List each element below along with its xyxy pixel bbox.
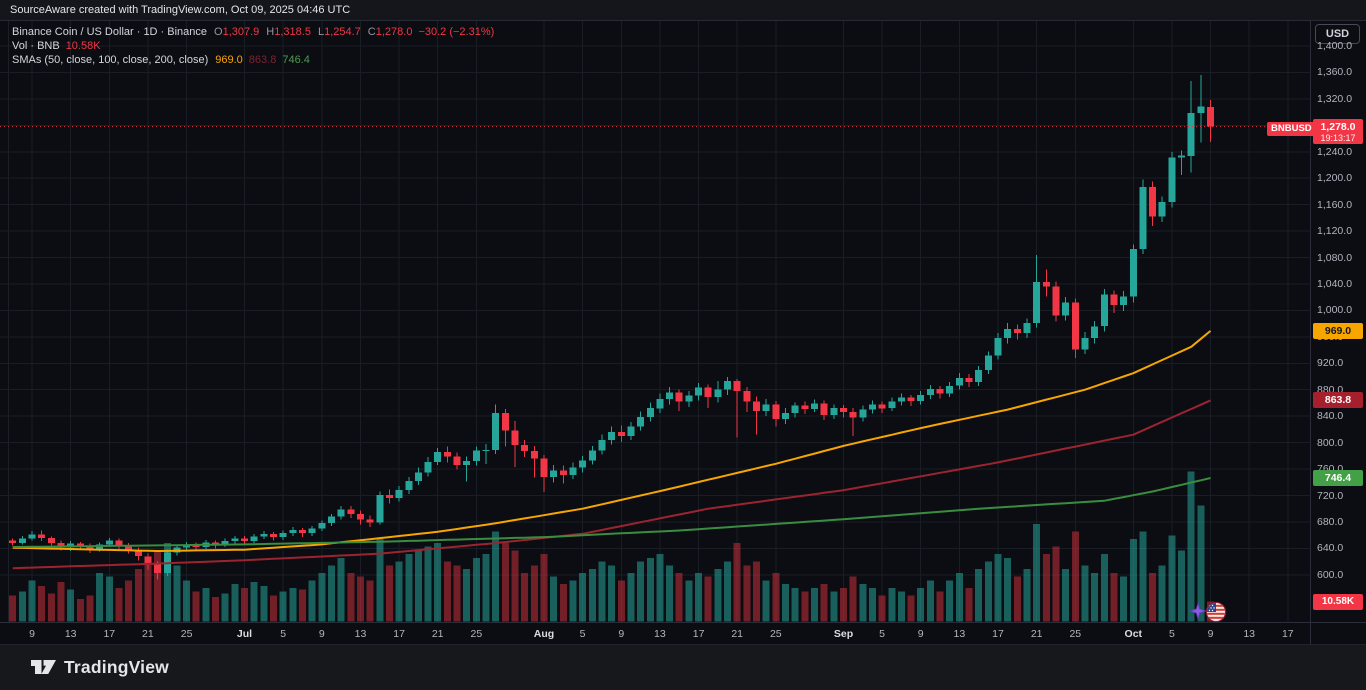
price-axis-label: 840.0	[1317, 410, 1344, 423]
bar-countdown: 19:13:17	[1320, 132, 1356, 143]
time-axis-day-label: 5	[1168, 628, 1175, 640]
price-axis-label: 640.0	[1317, 542, 1344, 555]
time-axis-day-label: 25	[1069, 628, 1082, 640]
time-axis-day-label: 13	[654, 628, 666, 640]
time-axis-day-label: 9	[618, 628, 625, 640]
sma100-price-badge: 863.8	[1313, 392, 1363, 409]
price-axis-label: 1,320.0	[1317, 92, 1353, 105]
price-axis-label: 1,240.0	[1317, 145, 1353, 158]
time-axis-day-label: 21	[731, 628, 744, 640]
time-axis-day-label: 25	[180, 628, 193, 640]
axis-corner	[1310, 623, 1366, 646]
time-axis-day-label: 13	[1243, 628, 1256, 640]
sma200-line	[12, 477, 1211, 548]
change-value: −30.2 (−2.31%)	[418, 26, 495, 38]
sma50-line	[12, 330, 1212, 552]
time-axis-day-label: 17	[992, 628, 1004, 640]
candles	[9, 75, 1214, 580]
time-axis-day-label: 17	[1281, 628, 1294, 640]
legend-sma-row[interactable]: SMAs (50, close, 100, close, 200, close)…	[12, 53, 494, 67]
time-axis-day-label: 25	[769, 628, 782, 640]
time-axis-month-label: Aug	[533, 628, 555, 640]
sma200-price-badge: 746.4	[1313, 470, 1363, 486]
tradingview-logo[interactable]: TradingView	[30, 655, 169, 679]
volume-bars	[9, 471, 1214, 622]
price-axis-label: 680.0	[1317, 515, 1344, 528]
legend-symbol-row[interactable]: Binance Coin / US Dollar · 1D · Binance O…	[12, 25, 494, 39]
last-price-value: 1,278.0	[1320, 120, 1356, 133]
time-axis-day-label: 5	[579, 628, 586, 640]
tradingview-logo-text: TradingView	[64, 656, 169, 677]
high-label: H	[266, 26, 275, 38]
volume-label: Vol · BNB	[12, 40, 60, 52]
time-axis-day-label: 25	[470, 628, 483, 640]
time-axis-day-label: 21	[431, 628, 444, 640]
time-axis-day-label: 13	[64, 628, 77, 640]
us-flag-emoji-icon	[1204, 600, 1228, 629]
sma200-value: 746.4	[282, 54, 310, 66]
volume-badge: 10.58K	[1313, 593, 1363, 610]
footer-bar: TradingView	[0, 645, 1366, 690]
price-axis-label: 1,200.0	[1317, 172, 1353, 185]
attribution-bar: SourceAware created with TradingView.com…	[0, 0, 1366, 21]
smas-label: SMAs (50, close, 100, close, 200, close)	[12, 54, 209, 66]
low-value: 1,254.7	[324, 26, 361, 38]
tradingview-logo-icon	[31, 660, 56, 674]
time-axis-day-label: 9	[917, 628, 924, 640]
price-axis-label: 1,080.0	[1317, 251, 1353, 264]
grid	[0, 21, 1310, 622]
time-axis-month-label: Sep	[833, 628, 854, 640]
time-axis-month-label: Jul	[236, 628, 253, 640]
price-axis-label: 1,400.0	[1317, 40, 1353, 52]
time-axis-day-label: 17	[692, 628, 705, 640]
sma100-line	[12, 399, 1211, 570]
price-axis-label: 800.0	[1317, 436, 1344, 449]
purple-sparkle-emoji-icon	[1189, 602, 1207, 625]
price-axis-label: 600.0	[1317, 568, 1344, 581]
currency-usd-button[interactable]: USD	[1315, 24, 1360, 44]
sma50-value: 969.0	[215, 54, 243, 66]
time-axis-day-label: 13	[354, 628, 367, 640]
time-axis-day-label: 9	[318, 628, 325, 640]
volume-value: 10.58K	[65, 40, 101, 52]
time-axis[interactable]: 9 13 17 21 25 Jul 5 9 13 17 21 25 Aug 5 9 13 17 21 25 Sep 5 9…	[0, 622, 1366, 646]
last-price-badge: 1,278.0 19:13:17	[1313, 118, 1363, 144]
time-axis-day-label: 13	[953, 628, 966, 640]
open-label: O	[214, 26, 223, 38]
high-value: 1,318.5	[274, 26, 311, 38]
price-axis-label: 720.0	[1317, 489, 1344, 502]
chart-legend: Binance Coin / US Dollar · 1D · Binance O…	[12, 25, 494, 67]
close-value: 1,278.0	[375, 26, 413, 38]
sma100-value: 863.8	[248, 54, 277, 66]
time-axis-day-label: 21	[1030, 628, 1043, 640]
time-axis-day-label: 9	[29, 628, 35, 640]
low-label: L	[317, 26, 325, 38]
sma50-price-badge: 969.0	[1313, 322, 1363, 339]
symbol-title[interactable]: Binance Coin / US Dollar · 1D · Binance	[12, 26, 208, 38]
price-axis-label: 1,040.0	[1317, 278, 1353, 290]
open-value: 1,307.9	[222, 26, 260, 38]
price-axis-label: 1,160.0	[1317, 198, 1353, 211]
candlestick-chart[interactable]	[0, 21, 1310, 622]
attribution-text: SourceAware created with TradingView.com…	[10, 4, 351, 16]
time-axis-day-label: 5	[879, 628, 886, 640]
time-axis-day-label: 21	[142, 628, 154, 640]
time-axis-day-label: 17	[393, 628, 405, 640]
time-axis-day-label: 5	[280, 628, 287, 640]
price-axis-label: 1,000.0	[1317, 304, 1353, 317]
chart-pane[interactable]: Binance Coin / US Dollar · 1D · Binance O…	[0, 21, 1316, 625]
price-axis-label: 920.0	[1317, 357, 1344, 370]
price-axis[interactable]: USD 1,400.01,360.01,320.01,280.01,240.01…	[1310, 21, 1366, 622]
price-axis-label: 1,360.0	[1317, 66, 1353, 79]
legend-volume-row[interactable]: Vol · BNB 10.58K	[12, 39, 494, 53]
time-axis-month-label: Oct	[1124, 628, 1143, 640]
last-price-symbol-tag: BNBUSD	[1267, 121, 1316, 136]
time-axis-day-label: 9	[1207, 628, 1214, 640]
time-axis-day-label: 17	[103, 628, 116, 640]
close-label: C	[367, 26, 376, 38]
price-axis-label: 1,120.0	[1317, 225, 1353, 238]
